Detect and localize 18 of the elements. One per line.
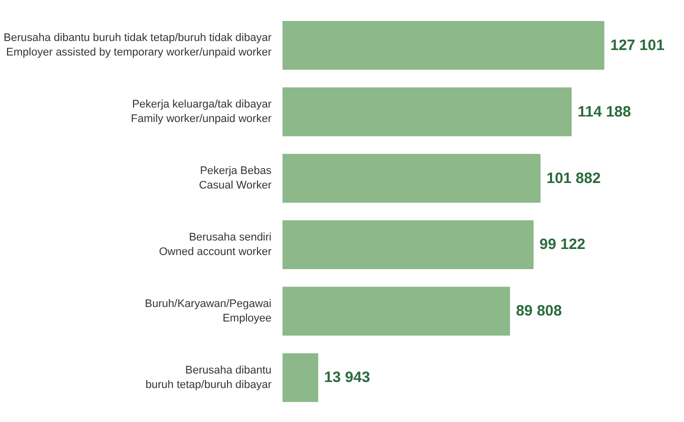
y-tick-label: Berusaha dibantu buruh tetap/buruh dibayar: [146, 364, 272, 391]
bar: [282, 87, 572, 136]
data-label: 89 808: [516, 302, 562, 320]
y-tick-label: Pekerja Bebas Casual Worker: [198, 165, 272, 192]
y-tick-label: Berusaha sendiri Owned account worker: [159, 232, 272, 258]
data-label: 13 943: [324, 369, 370, 386]
bar: [282, 20, 604, 70]
y-tick-label: Berusaha dibantu buruh tidak tetap/buruh tidak dibayar Employer assisted by temporary worker/unpaid worker: [4, 32, 272, 59]
data-label: 99 122: [540, 236, 586, 254]
data-label: 127 101: [610, 36, 664, 54]
bar: [282, 353, 318, 402]
data-label: 114 188: [578, 103, 631, 120]
bar: [282, 154, 541, 203]
y-tick-label: Buruh/Karyawan/Pegawai Employee: [144, 298, 272, 324]
y-tick-label: Pekerja keluarga/tak dibayar Family worker/unpaid worker: [130, 98, 272, 126]
bar: [282, 286, 510, 336]
data-label: 101 882: [546, 170, 601, 187]
bar: [282, 220, 534, 270]
